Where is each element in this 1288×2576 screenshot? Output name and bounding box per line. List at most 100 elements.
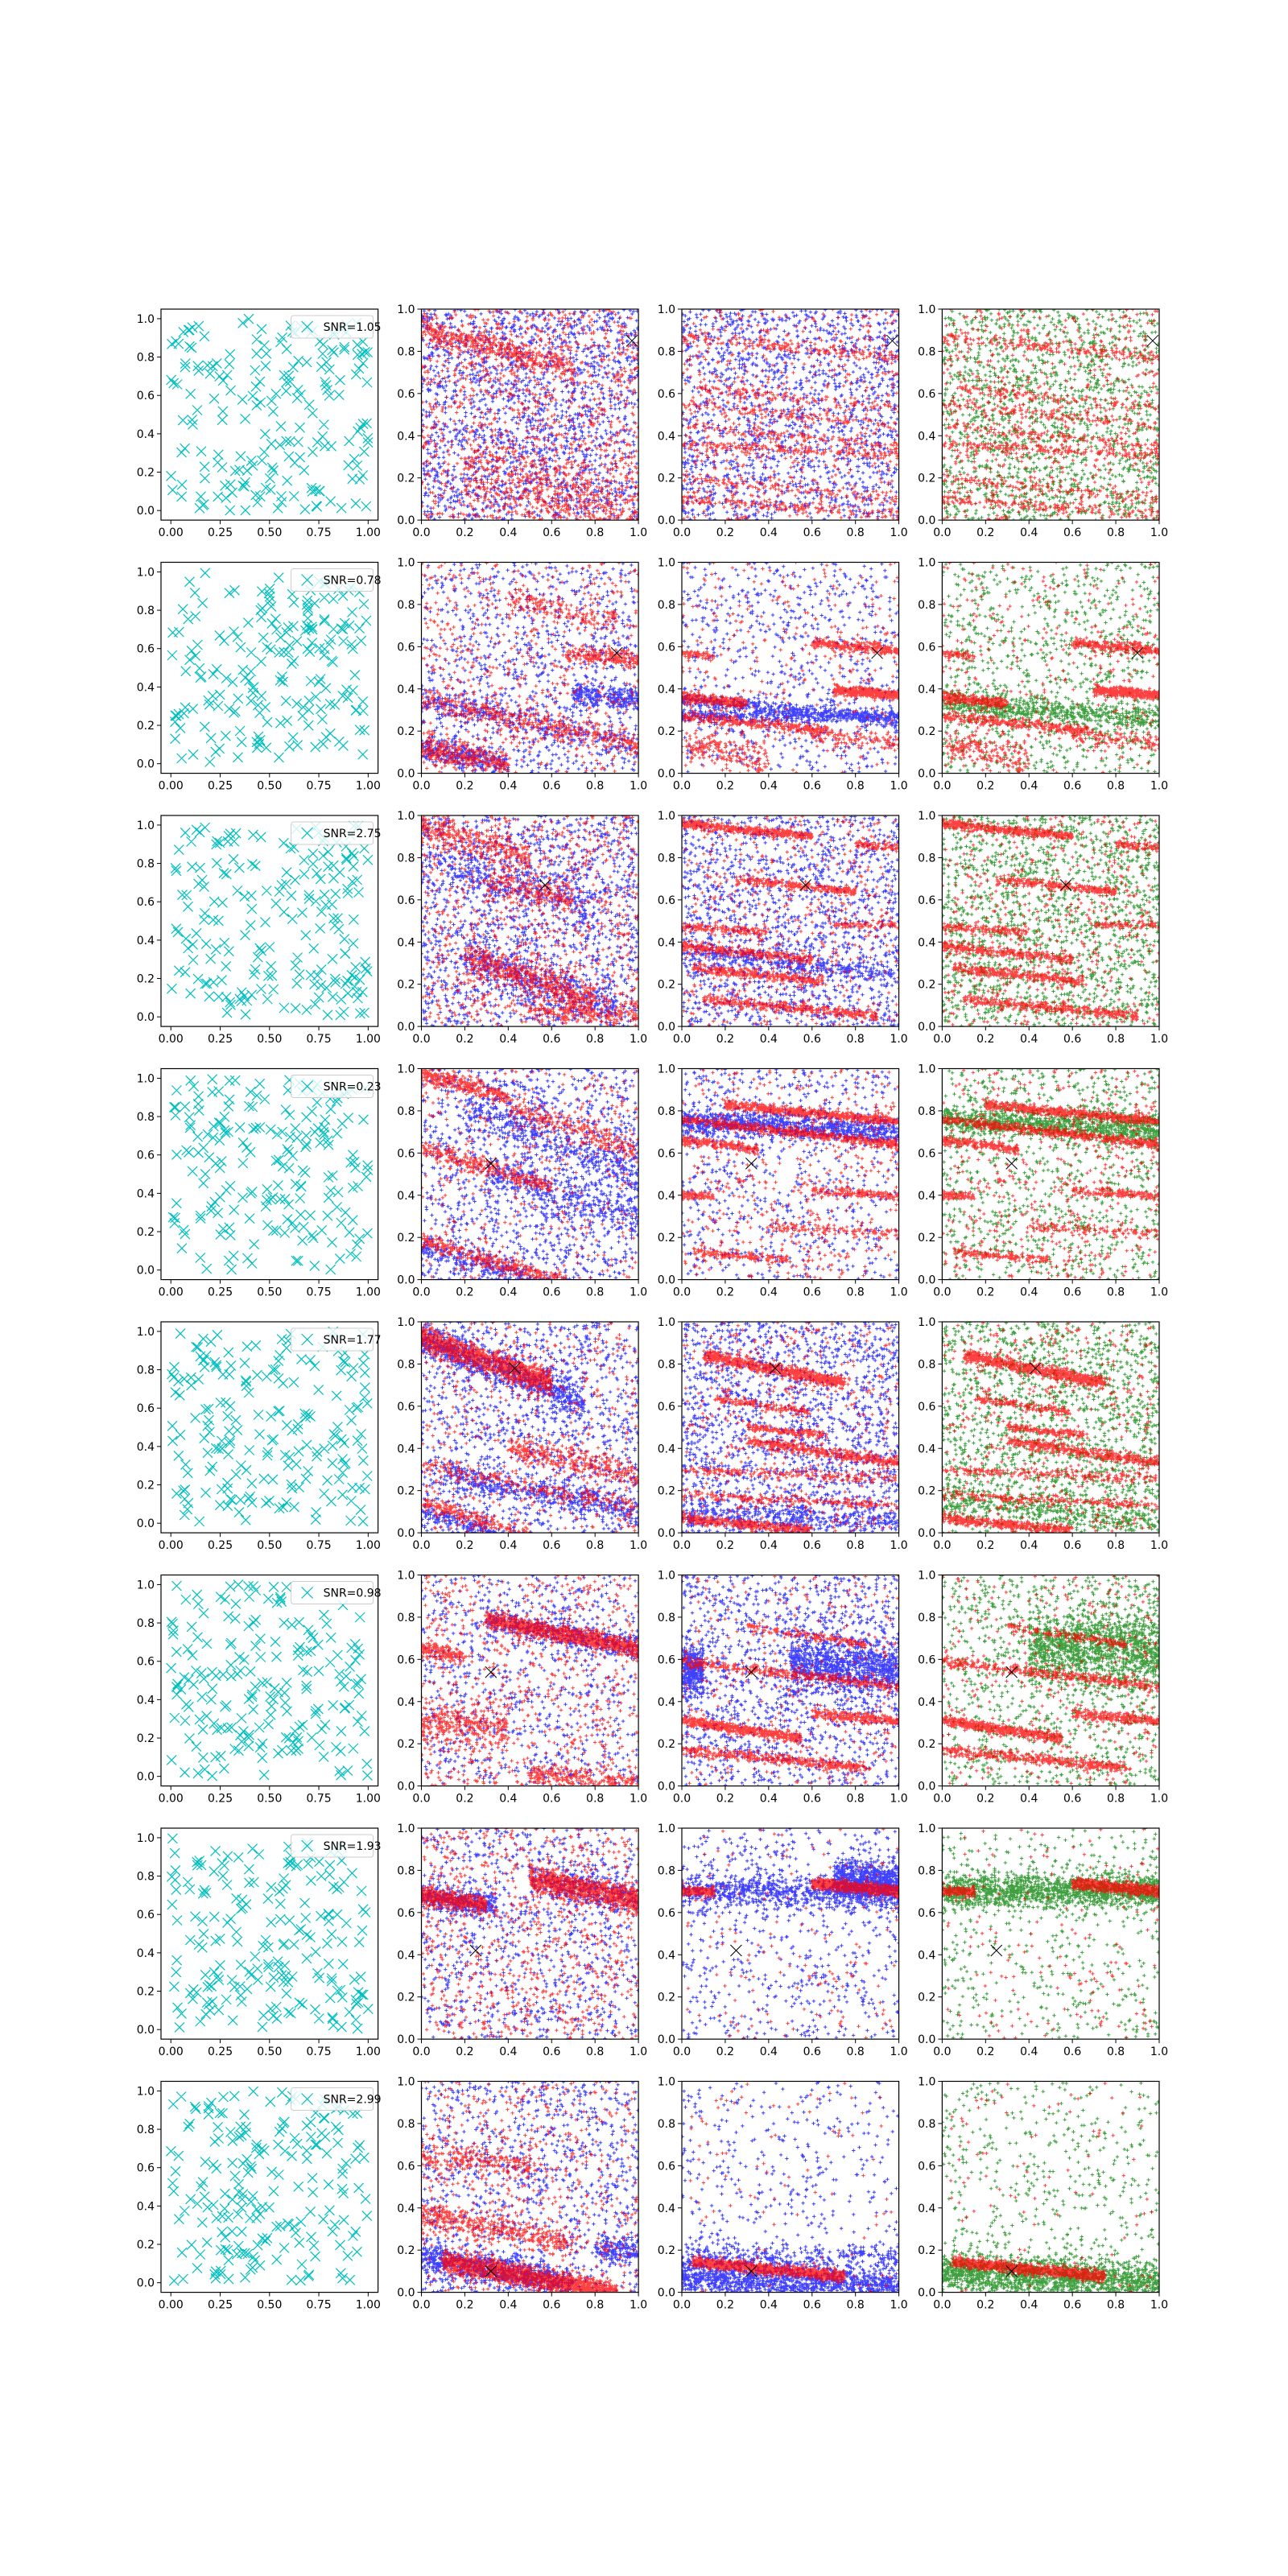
x-tick-label: 1.0 xyxy=(890,1793,907,1806)
x-tick-label: 0.4 xyxy=(760,1286,778,1299)
panel-row8-col1: 0.00 0.25 0.50 0.75 1.000.00.20.40.60.81.0SN… xyxy=(137,2082,382,2312)
y-tick-label: 0.6 xyxy=(397,1653,415,1666)
cyan-x-points xyxy=(166,2087,371,2285)
x-tick-label: 0.00 xyxy=(159,1793,184,1806)
y-tick-label: 0.8 xyxy=(918,1105,935,1118)
y-tick-label: 0.0 xyxy=(137,2277,155,2290)
y-tick-label: 0.0 xyxy=(658,1781,675,1794)
highlight-x-marker xyxy=(887,335,898,346)
legend-label: SNR=2.99 xyxy=(324,2094,382,2107)
x-tick-label: 1.0 xyxy=(630,780,647,793)
x-tick-label: 0.50 xyxy=(257,526,282,539)
x-tick-label: 1.0 xyxy=(1150,1793,1168,1806)
x-tick-label: 0.8 xyxy=(1107,2299,1125,2312)
points xyxy=(940,1067,1161,1282)
blue-points xyxy=(420,1574,640,1788)
y-tick-label: 0.2 xyxy=(137,1986,155,1999)
y-tick-label: 1.0 xyxy=(137,819,155,832)
legend: SNR=1.77 xyxy=(291,1328,382,1351)
x-tick-label: 0.2 xyxy=(456,1539,473,1552)
x-tick-label: 0.8 xyxy=(586,2299,604,2312)
points xyxy=(680,2081,901,2294)
y-tick-label: 0.0 xyxy=(137,2024,155,2037)
y-tick-label: 0.8 xyxy=(397,345,415,358)
y-tick-label: 0.4 xyxy=(918,1443,935,1455)
legend: SNR=1.93 xyxy=(291,1835,382,1857)
y-tick-label: 0.8 xyxy=(658,1105,675,1118)
x-tick-label: 0.75 xyxy=(306,1539,331,1552)
y-tick-label: 0.4 xyxy=(918,683,935,696)
legend: SNR=0.78 xyxy=(291,569,382,592)
x-tick-label: 0.8 xyxy=(847,1793,865,1806)
y-tick-label: 1.0 xyxy=(397,2076,415,2089)
y-tick-label: 0.8 xyxy=(137,1111,155,1124)
x-tick-label: 0.2 xyxy=(716,526,734,539)
x-tick-label: 0.2 xyxy=(456,526,473,539)
y-tick-label: 0.4 xyxy=(137,1187,155,1200)
x-tick-label: 0.4 xyxy=(1020,2299,1038,2312)
y-tick-label: 0.6 xyxy=(658,388,675,401)
x-tick-label: 0.0 xyxy=(673,780,691,793)
y-tick-label: 0.4 xyxy=(918,430,935,443)
x-tick-label: 1.0 xyxy=(630,526,647,539)
y-tick-label: 0.6 xyxy=(137,643,155,656)
x-tick-label: 0.6 xyxy=(543,1793,560,1806)
green-points xyxy=(940,1067,1161,1282)
x-tick-label: 0.4 xyxy=(1020,1286,1038,1299)
y-tick-label: 1.0 xyxy=(137,313,155,326)
y-tick-label: 0.2 xyxy=(397,979,415,992)
blue-points xyxy=(680,1827,901,2041)
y-tick-label: 1.0 xyxy=(918,1823,935,1835)
x-tick-label: 0.0 xyxy=(933,1793,951,1806)
x-tick-label: 1.0 xyxy=(1150,2299,1168,2312)
y-tick-label: 1.0 xyxy=(918,2076,935,2089)
y-tick-label: 0.6 xyxy=(918,1907,935,1920)
y-tick-label: 0.2 xyxy=(397,1992,415,2004)
y-tick-label: 0.0 xyxy=(658,1274,675,1287)
y-tick-label: 0.8 xyxy=(918,852,935,865)
x-tick-label: 0.2 xyxy=(456,1793,473,1806)
y-tick-label: 1.0 xyxy=(658,1570,675,1583)
y-tick-label: 0.6 xyxy=(918,388,935,401)
y-tick-label: 0.6 xyxy=(137,896,155,909)
y-tick-label: 1.0 xyxy=(397,1570,415,1583)
x-tick-label: 0.0 xyxy=(412,1793,430,1806)
y-tick-label: 0.2 xyxy=(658,1485,675,1498)
x-tick-label: 0.00 xyxy=(159,1033,184,1046)
x-tick-label: 0.2 xyxy=(456,2046,473,2058)
y-tick-label: 0.4 xyxy=(658,683,675,696)
x-tick-label: 0.4 xyxy=(1020,1033,1038,1046)
y-tick-label: 1.0 xyxy=(137,1832,155,1845)
x-tick-label: 0.4 xyxy=(760,780,778,793)
y-tick-label: 0.0 xyxy=(918,768,935,781)
points xyxy=(419,1067,640,1282)
x-tick-label: 1.0 xyxy=(890,1033,907,1046)
x-tick-label: 0.2 xyxy=(976,1033,994,1046)
cyan-x-points xyxy=(168,1075,373,1274)
x-tick-label: 0.4 xyxy=(499,526,517,539)
y-tick-label: 0.8 xyxy=(137,858,155,871)
points xyxy=(940,2080,1161,2294)
y-tick-label: 0.8 xyxy=(397,1612,415,1624)
x-tick-label: 0.4 xyxy=(760,1033,778,1046)
x-tick-label: 0.2 xyxy=(976,526,994,539)
x-tick-label: 0.4 xyxy=(1020,2046,1038,2058)
y-tick-label: 0.2 xyxy=(137,1732,155,1745)
panel-row2-col3: 0.0 0.2 0.4 0.6 0.8 1.00.00.20.40.60.81.0 xyxy=(658,557,908,793)
y-tick-label: 1.0 xyxy=(658,810,675,823)
y-tick-label: 0.0 xyxy=(137,505,155,518)
points xyxy=(419,1574,640,1788)
red-points xyxy=(940,308,1161,522)
y-tick-label: 0.0 xyxy=(137,758,155,771)
points xyxy=(419,2079,640,2293)
x-tick-label: 0.2 xyxy=(716,1793,734,1806)
y-tick-label: 0.2 xyxy=(397,1232,415,1245)
y-tick-label: 0.8 xyxy=(397,852,415,865)
x-tick-label: 0.8 xyxy=(1107,2046,1125,2058)
blue-points xyxy=(420,1827,641,2041)
x-tick-label: 0.8 xyxy=(847,1539,865,1552)
panel-row8-col3: 0.0 0.2 0.4 0.6 0.8 1.00.00.20.40.60.81.0 xyxy=(658,2076,908,2312)
y-tick-label: 0.8 xyxy=(137,1364,155,1377)
x-tick-label: 0.6 xyxy=(1063,2046,1081,2058)
